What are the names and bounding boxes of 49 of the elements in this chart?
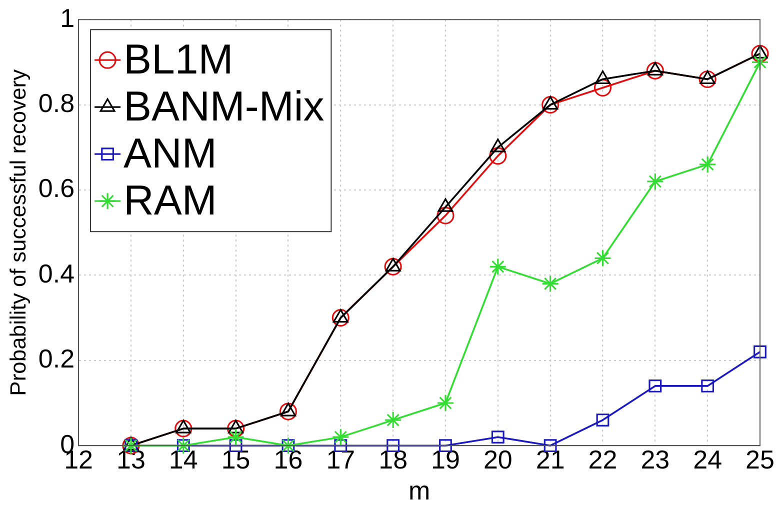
x-tick-label: 19 bbox=[431, 444, 460, 474]
x-tick-label: 24 bbox=[693, 444, 722, 474]
point bbox=[542, 274, 560, 293]
point bbox=[596, 414, 610, 426]
point bbox=[594, 249, 612, 267]
point bbox=[279, 402, 298, 420]
legend-label: RAM bbox=[124, 176, 217, 224]
x-tick-label: 14 bbox=[168, 444, 198, 474]
point bbox=[542, 96, 560, 114]
point bbox=[489, 258, 507, 276]
legend-label: BL1M bbox=[124, 36, 234, 83]
y-tick-label: 0.2 bbox=[38, 344, 75, 374]
point bbox=[646, 172, 664, 190]
point bbox=[698, 70, 716, 88]
point bbox=[751, 44, 769, 62]
y-tick-label: 0.8 bbox=[38, 88, 75, 118]
y-tick-label: 1 bbox=[60, 2, 75, 33]
point bbox=[698, 156, 716, 174]
x-tick-label: 22 bbox=[588, 444, 618, 474]
legend-label: BANM-Mix bbox=[124, 82, 324, 130]
x-tick-label: 18 bbox=[378, 444, 408, 474]
x-axis-title: m bbox=[408, 476, 430, 506]
point bbox=[594, 78, 612, 97]
point bbox=[332, 309, 350, 327]
point bbox=[648, 380, 662, 392]
legend-label: ANM bbox=[124, 130, 217, 177]
point bbox=[436, 394, 454, 412]
point bbox=[701, 380, 714, 392]
y-axis-title: Probability of successful recovery bbox=[5, 69, 30, 396]
point bbox=[174, 420, 192, 438]
point bbox=[332, 428, 350, 446]
y-tick-label: 0.6 bbox=[38, 173, 75, 204]
point bbox=[384, 258, 402, 276]
point bbox=[646, 62, 664, 80]
x-tick-label: 20 bbox=[483, 444, 512, 474]
point bbox=[491, 430, 504, 444]
point bbox=[751, 53, 769, 71]
point bbox=[227, 428, 245, 446]
x-tick-label: 21 bbox=[536, 444, 565, 474]
x-tick-label: 23 bbox=[640, 444, 670, 474]
point bbox=[384, 411, 402, 429]
x-tick-label: 25 bbox=[746, 444, 774, 474]
point bbox=[227, 420, 245, 438]
x-tick-label: 16 bbox=[274, 444, 303, 474]
point bbox=[489, 147, 507, 165]
x-tick-label: 15 bbox=[221, 444, 250, 474]
point bbox=[436, 206, 454, 224]
y-tick-label: 0.4 bbox=[38, 258, 75, 288]
point bbox=[754, 345, 766, 358]
